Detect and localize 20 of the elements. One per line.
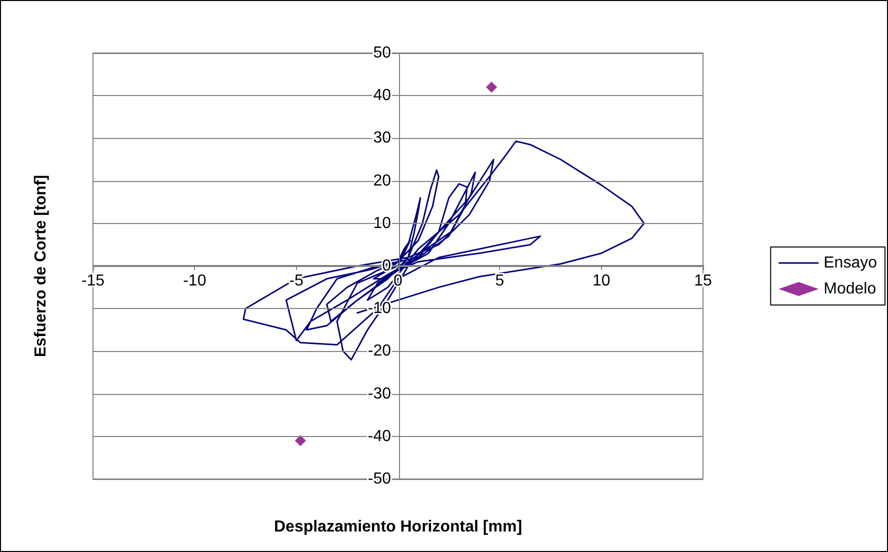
x-tick-label: 15: [694, 272, 712, 290]
y-tick-label: -40: [368, 428, 392, 445]
y-tick-label: -20: [368, 342, 392, 360]
y-tick-label: 50: [373, 44, 392, 62]
y-tick-label: -50: [368, 470, 392, 488]
x-tick-label: -10: [183, 272, 206, 290]
y-tick-label: 30: [373, 130, 392, 147]
x-tick-label: 0: [394, 272, 403, 290]
y-tick-label: 0: [382, 258, 392, 274]
y-tick-label: -30: [368, 385, 392, 402]
x-tick-label: 5: [495, 272, 504, 290]
legend-label: Modelo: [824, 280, 876, 298]
y-tick-label: 20: [373, 172, 392, 190]
legend-label: Ensayo: [824, 254, 878, 272]
x-tick-label: 10: [592, 272, 610, 290]
x-axis-title: Desplazamiento Horizontal [mm]: [274, 518, 522, 536]
x-tick-label: -15: [81, 272, 105, 290]
y-axis-title: Esfuerzo de Corte [tonf]: [32, 174, 50, 358]
y-tick-label: 40: [373, 87, 392, 104]
y-tick-label: 10: [373, 214, 392, 232]
